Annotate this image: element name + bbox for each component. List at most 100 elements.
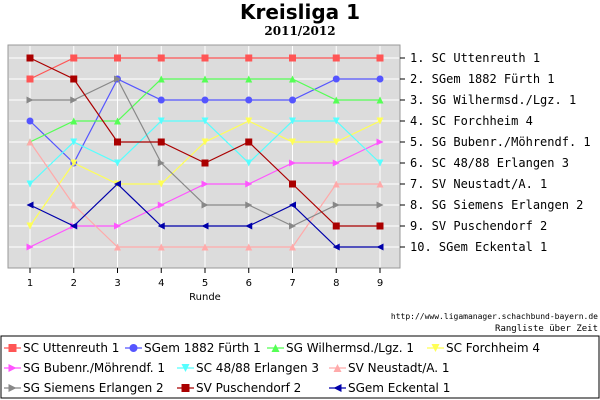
data-point bbox=[289, 243, 296, 251]
series-9 bbox=[26, 54, 384, 230]
data-point bbox=[26, 117, 34, 125]
data-point bbox=[289, 222, 296, 230]
data-point bbox=[70, 75, 78, 83]
x-tick-label: 4 bbox=[158, 278, 164, 289]
x-tick-label: 9 bbox=[377, 278, 383, 289]
data-point bbox=[332, 96, 340, 104]
data-point bbox=[201, 75, 209, 83]
data-point bbox=[376, 75, 384, 83]
legend-marker bbox=[8, 384, 17, 392]
data-point bbox=[157, 243, 165, 251]
chart-title: Kreisliga 1 bbox=[240, 0, 360, 24]
data-point bbox=[157, 138, 165, 146]
data-point bbox=[245, 54, 253, 62]
x-axis-labels: 1 2 3 4 5 6 7 8 9 bbox=[27, 268, 383, 289]
data-point bbox=[157, 222, 165, 230]
data-point bbox=[26, 75, 34, 83]
legend-marker bbox=[181, 384, 190, 392]
legend-item: SV Puschendorf 2 bbox=[177, 381, 301, 395]
data-point bbox=[114, 159, 121, 167]
legend-box bbox=[0, 335, 600, 399]
data-point bbox=[376, 222, 384, 230]
series-10 bbox=[26, 180, 384, 251]
chart-caption: Rangliste über Zeit bbox=[495, 324, 598, 334]
data-point bbox=[201, 222, 209, 230]
legend: SC Uttenreuth 1 SGem 1882 Fürth 1 SG Wilhe… bbox=[4, 341, 540, 395]
data-point bbox=[376, 159, 384, 167]
data-point bbox=[201, 54, 209, 62]
y-tick-label: 10. SGem Eckental 1 bbox=[410, 240, 547, 254]
data-point bbox=[332, 201, 340, 209]
legend-label: SV Neustadt/A. 1 bbox=[348, 361, 450, 375]
x-tick-label: 8 bbox=[333, 278, 339, 289]
data-point bbox=[157, 54, 165, 62]
legend-item: SG Siemens Erlangen 2 bbox=[4, 381, 164, 395]
series-6 bbox=[26, 117, 384, 188]
data-point bbox=[114, 54, 121, 62]
data-point bbox=[245, 96, 253, 104]
data-point bbox=[332, 117, 340, 125]
data-point bbox=[201, 117, 209, 125]
series-1 bbox=[26, 54, 384, 83]
data-point bbox=[289, 138, 296, 146]
y-tick-label: 2. SGem 1882 Fürth 1 bbox=[410, 72, 555, 86]
legend-item: SV Neustadt/A. 1 bbox=[329, 361, 450, 375]
data-point bbox=[332, 243, 340, 251]
legend-item: SC Forchheim 4 bbox=[427, 341, 540, 355]
data-point bbox=[201, 243, 209, 251]
data-point bbox=[245, 180, 253, 188]
data-point bbox=[201, 201, 209, 209]
data-point bbox=[289, 96, 296, 104]
legend-item: SGem 1882 Fürth 1 bbox=[125, 341, 261, 355]
data-point bbox=[245, 159, 253, 167]
x-tick-label: 1 bbox=[27, 278, 33, 289]
y-tick-label: 4. SC Forchheim 4 bbox=[410, 114, 533, 128]
data-point bbox=[376, 138, 384, 146]
y-axis-labels: 1. SC Uttenreuth 1 2. SGem 1882 Fürth 1 3.… bbox=[400, 51, 591, 254]
data-point bbox=[70, 222, 78, 230]
data-point bbox=[245, 75, 253, 83]
legend-label: SC Uttenreuth 1 bbox=[23, 341, 119, 355]
legend-label: SG Bubenr./Möhrendf. 1 bbox=[23, 361, 165, 375]
data-point bbox=[201, 180, 209, 188]
data-point bbox=[332, 75, 340, 83]
data-point bbox=[114, 243, 121, 251]
data-point bbox=[114, 117, 121, 125]
data-point bbox=[245, 138, 253, 146]
data-point bbox=[157, 117, 165, 125]
x-axis-title: Runde bbox=[189, 292, 221, 303]
legend-marker bbox=[271, 344, 280, 352]
data-point bbox=[289, 201, 296, 209]
legend-item: SG Wilhermsd./Lgz. 1 bbox=[267, 341, 414, 355]
data-point bbox=[70, 117, 78, 125]
data-point bbox=[289, 180, 296, 188]
legend-marker bbox=[8, 364, 17, 372]
data-point bbox=[26, 180, 34, 188]
data-point bbox=[157, 201, 165, 209]
source-url[interactable]: http://www.ligamanager.schachbund-bayern… bbox=[391, 312, 598, 321]
legend-label: SC 48/88 Erlangen 3 bbox=[196, 361, 319, 375]
series-7 bbox=[26, 138, 384, 251]
data-point bbox=[26, 138, 34, 146]
data-point bbox=[376, 117, 384, 125]
data-point bbox=[245, 222, 253, 230]
data-point bbox=[332, 54, 340, 62]
data-point bbox=[332, 138, 340, 146]
data-point bbox=[245, 201, 253, 209]
series-4 bbox=[26, 117, 384, 230]
data-point bbox=[376, 96, 384, 104]
data-point bbox=[376, 54, 384, 62]
x-tick-label: 6 bbox=[246, 278, 252, 289]
legend-label: SG Wilhermsd./Lgz. 1 bbox=[286, 341, 414, 355]
data-point bbox=[376, 243, 384, 251]
legend-marker bbox=[181, 364, 190, 372]
data-point bbox=[201, 96, 209, 104]
data-point bbox=[245, 117, 253, 125]
chart-subtitle: 2011/2012 bbox=[264, 24, 335, 38]
legend-label: SG Siemens Erlangen 2 bbox=[23, 381, 164, 395]
y-tick-label: 9. SV Puschendorf 2 bbox=[410, 219, 547, 233]
series-5 bbox=[26, 138, 384, 251]
data-point bbox=[70, 138, 78, 146]
data-point bbox=[289, 117, 296, 125]
